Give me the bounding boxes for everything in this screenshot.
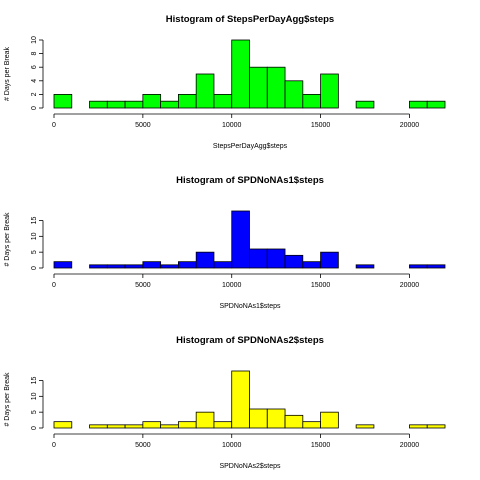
histogram-bar xyxy=(284,80,304,109)
histogram-bar xyxy=(231,370,250,429)
y-axis-label: # Days per Break xyxy=(4,372,11,427)
histogram-bar xyxy=(195,411,215,429)
histogram-bar xyxy=(178,421,197,429)
histogram-bar xyxy=(142,421,162,429)
histogram-bar xyxy=(302,261,321,269)
histogram-bar xyxy=(213,421,233,429)
x-tick-label: 5000 xyxy=(135,122,151,129)
histogram-bar xyxy=(89,100,108,109)
y-tick-label: 0 xyxy=(31,106,38,110)
histogram-bar xyxy=(142,261,162,269)
histogram-bar xyxy=(409,100,428,109)
x-tick-label: 10000 xyxy=(222,122,242,129)
histogram-bar xyxy=(266,66,286,109)
histogram-bar xyxy=(53,421,73,429)
histogram-bar xyxy=(106,424,126,429)
x-tick-label: 15000 xyxy=(311,282,331,289)
histogram-bar xyxy=(426,424,446,429)
histogram-bar xyxy=(195,251,215,269)
histogram-bar xyxy=(426,264,446,269)
y-tick-label: 15 xyxy=(31,217,38,225)
histogram-bar xyxy=(124,424,144,429)
x-tick-label: 10000 xyxy=(222,442,242,449)
x-tick-label: 10000 xyxy=(222,282,242,289)
histogram-bar xyxy=(249,408,268,429)
histogram-bar xyxy=(320,251,339,269)
chart-title: Histogram of SPDNoNAs1$steps xyxy=(176,175,324,186)
histogram-bar xyxy=(355,100,375,109)
histogram-bar xyxy=(302,94,321,109)
y-tick-label: 5 xyxy=(31,410,38,414)
y-tick-label: 10 xyxy=(31,36,38,44)
y-tick-label: 8 xyxy=(31,52,38,56)
histogram-bar xyxy=(178,261,197,269)
x-tick-label: 0 xyxy=(52,122,56,129)
histogram-bar xyxy=(320,73,339,109)
x-tick-label: 15000 xyxy=(311,442,331,449)
x-tick-label: 20000 xyxy=(400,442,420,449)
x-tick-label: 0 xyxy=(52,442,56,449)
histogram-bar xyxy=(160,424,179,429)
y-tick-label: 10 xyxy=(31,392,38,400)
x-axis-label: StepsPerDayAgg$steps xyxy=(213,143,288,150)
histogram-bar xyxy=(53,261,73,269)
y-tick-label: 5 xyxy=(31,250,38,254)
histogram-bar xyxy=(106,264,126,269)
y-tick-label: 0 xyxy=(31,426,38,430)
histogram-bar xyxy=(178,94,197,109)
chart-title: Histogram of SPDNoNAs2$steps xyxy=(176,335,324,346)
y-tick-label: 6 xyxy=(31,65,38,69)
histogram-bar xyxy=(106,100,126,109)
histogram-bar xyxy=(320,411,339,429)
y-tick-label: 0 xyxy=(31,266,38,270)
histogram-bar xyxy=(195,73,215,109)
histogram-bar xyxy=(284,254,304,269)
histogram-bar xyxy=(302,421,321,429)
histogram-bar xyxy=(142,94,162,109)
y-tick-label: 4 xyxy=(31,79,38,83)
histogram-bar xyxy=(409,424,428,429)
histogram-bar xyxy=(355,424,375,429)
x-tick-label: 20000 xyxy=(400,122,420,129)
histogram-bar xyxy=(231,39,250,109)
histogram-bar xyxy=(231,210,250,269)
histogram-bar xyxy=(213,261,233,269)
y-tick-label: 2 xyxy=(31,92,38,96)
histogram-panel-1: Histogram of StepsPerDayAgg$steps 0 2 4 6 8 10… xyxy=(4,14,446,150)
histogram-bar xyxy=(266,248,286,269)
histogram-bar xyxy=(284,414,304,429)
x-tick-label: 15000 xyxy=(311,122,331,129)
histogram-bar xyxy=(124,100,144,109)
x-axis-label: SPDNoNAs2$steps xyxy=(219,463,281,470)
histogram-bar xyxy=(160,100,179,109)
histogram-bar xyxy=(249,248,268,269)
y-tick-label: 10 xyxy=(31,232,38,240)
histogram-bar xyxy=(89,424,108,429)
histogram-bar xyxy=(89,264,108,269)
x-axis-label: SPDNoNAs1$steps xyxy=(219,303,281,310)
x-tick-label: 5000 xyxy=(135,282,151,289)
histogram-bar xyxy=(53,94,73,109)
y-tick-label: 15 xyxy=(31,377,38,385)
histogram-bar xyxy=(355,264,375,269)
x-tick-label: 20000 xyxy=(400,282,420,289)
chart-title: Histogram of StepsPerDayAgg$steps xyxy=(166,14,334,25)
histogram-bar xyxy=(249,66,268,109)
x-tick-label: 5000 xyxy=(135,442,151,449)
histogram-bar xyxy=(266,408,286,429)
histogram-panel-3: Histogram of SPDNoNAs2$steps 0 5 10 15 0 5000 1… xyxy=(4,335,446,470)
histogram-bar xyxy=(409,264,428,269)
histogram-bar xyxy=(213,94,233,109)
histogram-panel-2: Histogram of SPDNoNAs1$steps 0 5 10 15 0 5000 1… xyxy=(4,175,446,310)
histogram-bar xyxy=(426,100,446,109)
y-axis-label: # Days per Break xyxy=(4,212,11,267)
y-axis-label: # Days per Break xyxy=(4,46,11,101)
histogram-bar xyxy=(124,264,144,269)
histogram-bar xyxy=(160,264,179,269)
x-tick-label: 0 xyxy=(52,282,56,289)
